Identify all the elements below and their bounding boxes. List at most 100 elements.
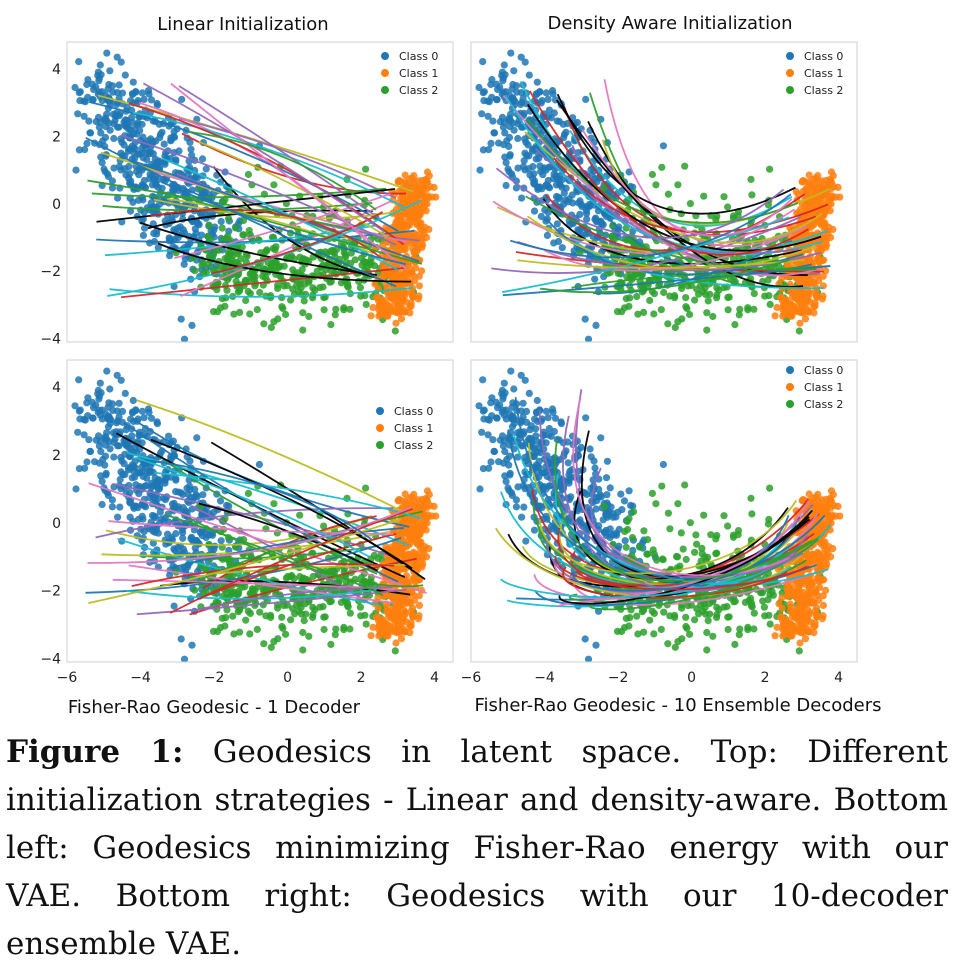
scatter-point-class-0: [116, 475, 124, 484]
scatter-point-class-0: [625, 487, 633, 495]
scatter-point-class-0: [160, 517, 168, 525]
scatter-point-class-0: [607, 530, 615, 539]
scatter-point-class-0: [590, 167, 598, 175]
geodesic-curve: [120, 134, 397, 246]
scatter-point-class-1: [411, 230, 419, 238]
x-tick-label: −6: [57, 670, 78, 686]
legend-marker: [381, 86, 389, 94]
panel-frame: [66, 359, 454, 663]
panel-title-density: Density Aware Initialization: [547, 13, 792, 34]
scatter-point-class-1: [836, 193, 844, 201]
scatter-point-class-2: [311, 286, 319, 294]
scatter-point-class-0: [124, 443, 133, 452]
scatter-point-class-2: [287, 616, 295, 624]
scatter-point-class-2: [299, 646, 307, 654]
scatter-point-class-0: [102, 469, 110, 477]
geodesic-curve: [178, 117, 397, 199]
scatter-point-class-0: [154, 183, 162, 191]
scatter-point-class-2: [287, 296, 295, 304]
geodesic-curve: [544, 234, 788, 272]
scatter-point-class-0: [507, 110, 515, 118]
scatter-point-class-0: [75, 58, 83, 66]
scatter-point-class-0: [489, 436, 497, 444]
geodesic-curve: [88, 482, 427, 594]
scatter-point-class-0: [128, 113, 136, 121]
geodesic-curve: [188, 130, 377, 211]
scatter-point-class-1: [414, 503, 422, 511]
scatter-point-class-0: [532, 432, 540, 440]
scatter-point-class-0: [111, 435, 119, 443]
scatter-point-class-2: [346, 625, 354, 633]
scatter-point-class-0: [147, 96, 156, 104]
scatter-point-class-1: [773, 303, 781, 312]
scatter-point-class-1: [432, 193, 440, 201]
scatter-point-class-0: [592, 321, 600, 329]
scatter-point-class-2: [284, 253, 292, 261]
scatter-point-class-2: [331, 631, 339, 639]
scatter-point-class-0: [98, 500, 106, 509]
scatter-point-class-1: [414, 212, 423, 220]
legend-label: Class 2: [804, 84, 843, 97]
scatter-point-class-2: [222, 588, 231, 596]
scatter-point-class-0: [479, 146, 487, 154]
geodesic-curve: [135, 456, 370, 558]
scatter-point-class-0: [134, 469, 142, 477]
scatter-point-class-2: [795, 647, 803, 655]
scatter-point-class-2: [702, 290, 710, 298]
geodesic-curve: [96, 188, 396, 223]
scatter-point-class-0: [147, 414, 156, 422]
scatter-point-class-0: [196, 528, 205, 536]
scatter-point-class-2: [361, 292, 369, 300]
scatter-point-class-2: [703, 646, 711, 654]
scatter-point-class-0: [505, 133, 514, 142]
geodesic-curve: [117, 538, 380, 606]
scatter-point-class-0: [104, 491, 112, 499]
scatter-point-class-0: [85, 117, 93, 125]
scatter-point-class-1: [404, 551, 412, 559]
scatter-point-class-1: [410, 497, 419, 505]
scatter-point-class-0: [564, 140, 572, 148]
scatter-point-class-1: [814, 178, 823, 186]
scatter-point-class-0: [528, 147, 537, 155]
scatter-point-class-2: [736, 625, 744, 633]
scatter-point-class-0: [97, 389, 105, 397]
scatter-point-class-1: [415, 601, 423, 610]
scatter-point-class-1: [810, 309, 818, 317]
scatter-point-class-0: [508, 94, 517, 102]
legend-label: Class 1: [399, 67, 438, 80]
scatter-point-class-0: [174, 543, 182, 552]
scatter-point-class-1: [771, 312, 779, 320]
geodesic-curve: [145, 459, 372, 540]
scatter-point-class-0: [100, 165, 108, 173]
scatter-point-class-0: [114, 194, 122, 202]
scatter-point-class-2: [362, 620, 370, 628]
scatter-point-class-2: [358, 261, 366, 269]
scatter-point-class-1: [817, 242, 825, 250]
scatter-point-class-2: [253, 306, 261, 314]
scatter-point-class-0: [181, 507, 189, 515]
scatter-point-class-0: [578, 203, 586, 211]
scatter-point-class-2: [682, 294, 690, 302]
scatter-point-class-0: [530, 526, 539, 534]
scatter-point-class-2: [293, 601, 301, 609]
scatter-point-class-0: [120, 118, 128, 126]
scatter-point-class-2: [686, 200, 695, 208]
scatter-point-class-0: [560, 130, 569, 138]
scatter-point-class-2: [256, 288, 264, 297]
scatter-point-class-1: [406, 629, 414, 637]
scatter-point-class-2: [613, 308, 622, 316]
scatter-point-class-0: [74, 110, 82, 118]
legend-label: Class 0: [394, 405, 433, 418]
scatter-point-class-1: [383, 283, 391, 291]
scatter-point-class-2: [632, 270, 641, 279]
scatter-point-class-0: [560, 449, 569, 457]
scatter-point-class-0: [95, 395, 103, 403]
scatter-point-class-2: [296, 511, 304, 519]
scatter-point-class-0: [659, 142, 668, 150]
scatter-point-class-0: [108, 400, 117, 408]
scatter-point-class-0: [606, 484, 614, 492]
scatter-point-class-2: [343, 602, 352, 610]
y-tick-label: 4: [52, 62, 61, 78]
scatter-point-class-0: [129, 396, 137, 405]
scatter-point-class-2: [724, 293, 732, 302]
